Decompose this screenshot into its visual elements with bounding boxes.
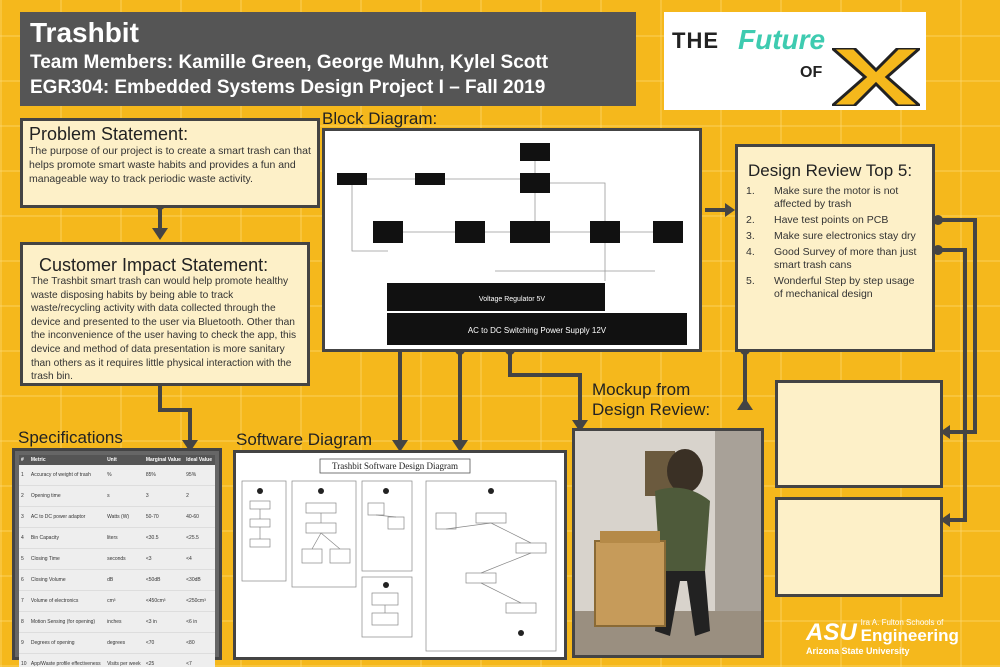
table-row: 8 Motion Sensing (for opening) inches <3 in…	[19, 611, 215, 633]
problem-statement-text: The purpose of our project is to create …	[29, 145, 311, 185]
empty-panel-upper	[775, 380, 943, 488]
design-review-title: Design Review Top 5:	[748, 161, 913, 180]
software-diagram: Trashbit Software Design Diagram	[241, 458, 557, 652]
course-name: EGR304: Embedded Systems Design Project …	[30, 77, 546, 98]
logo-the: THE	[672, 28, 719, 53]
problem-statement-panel: Problem Statement: The purpose of our pr…	[20, 118, 320, 208]
customer-impact-title: Customer Impact Statement:	[39, 255, 269, 275]
software-diagram-panel: Trashbit Software Design Diagram	[233, 450, 567, 660]
block-diagram: Voltage Regulator 5V AC to DC Switching …	[337, 143, 687, 345]
specifications-table: # Metric Unit Marginal Value Ideal Value…	[19, 455, 215, 667]
customer-impact-panel: Customer Impact Statement: The Trashbit …	[20, 242, 310, 386]
table-row: 6 Closing Volume dB <50dB <30dB	[19, 569, 215, 591]
block-diagram-panel: Voltage Regulator 5V AC to DC Switching …	[322, 128, 702, 352]
block-diagram-label: Block Diagram:	[322, 109, 438, 128]
x-icon	[832, 48, 920, 106]
table-row: 7 Volume of electronics cm³ <450cm³ <250cm³	[19, 590, 215, 612]
title-bar: Trashbit Team Members: Kamille Green, Ge…	[20, 12, 636, 106]
table-row: 10 App/Waste profile effectiveness Visits …	[19, 653, 215, 667]
mockup-label: Mockup from Design Review:	[592, 380, 711, 419]
table-row: 5 Closing Time seconds <3 <4	[19, 548, 215, 570]
design-review-item: 4. Good Survey of more than just smart tr…	[746, 246, 917, 271]
table-row: 4 Bin Capacity liters <30.5 <25.5	[19, 527, 215, 549]
software-diagram-title: Trashbit Software Design Diagram	[332, 461, 458, 471]
asu-engineering: Engineering	[860, 626, 959, 645]
asu-mark-icon: ASU	[806, 619, 857, 646]
table-header-row: # Metric Unit Marginal Value Ideal Value	[19, 455, 215, 465]
table-row: 2 Opening time s 3 2	[19, 485, 215, 507]
team-members: Team Members: Kamille Green, George Muhn…	[30, 52, 549, 73]
problem-statement-title: Problem Statement:	[29, 124, 189, 144]
poster-title: Trashbit	[30, 17, 139, 48]
mockup-photo	[572, 428, 764, 658]
software-diagram-label: Software Diagram	[236, 430, 373, 449]
asu-school-line: Ira A. Fulton Schools of	[860, 618, 944, 627]
design-review-list: 1. Make sure the motor is not affected by…	[746, 185, 924, 301]
table-row: 3 AC to DC power adaptor Watts (W) 50-70 40-…	[19, 506, 215, 528]
specifications-label: Specifications	[18, 428, 123, 447]
empty-panel-lower	[775, 497, 943, 597]
design-review-item: 1. Make sure the motor is not affected by…	[746, 185, 899, 210]
design-review-item: 3. Make sure electronics stay dry	[746, 230, 916, 242]
asu-logo: ASU Ira A. Fulton Schools of Engineering…	[806, 618, 959, 656]
future-of-x-logo: THE Future OF	[664, 12, 926, 110]
logo-of: OF	[800, 64, 823, 81]
table-row: 1 Accuracy of weight of trash% 85% 95%	[19, 465, 215, 486]
customer-impact-text: The Trashbit smart trash can would help …	[31, 276, 297, 383]
table-row: 9 Degrees of opening degrees <70 <80	[19, 632, 215, 654]
power-supply-label: AC to DC Switching Power Supply 12V	[468, 326, 607, 335]
asu-university: Arizona State University	[806, 646, 910, 656]
design-review-panel: Design Review Top 5: 1. Make sure the mot…	[735, 144, 935, 352]
design-review-item: 2. Have test points on PCB	[746, 214, 889, 226]
voltage-regulator-label: Voltage Regulator 5V	[479, 296, 545, 303]
specifications-panel: # Metric Unit Marginal Value Ideal Value…	[12, 448, 222, 667]
design-review-item: 5. Wonderful Step by step usage of mecha…	[746, 275, 915, 300]
logo-future: Future	[738, 24, 826, 55]
mockup-photo-image	[575, 431, 761, 655]
